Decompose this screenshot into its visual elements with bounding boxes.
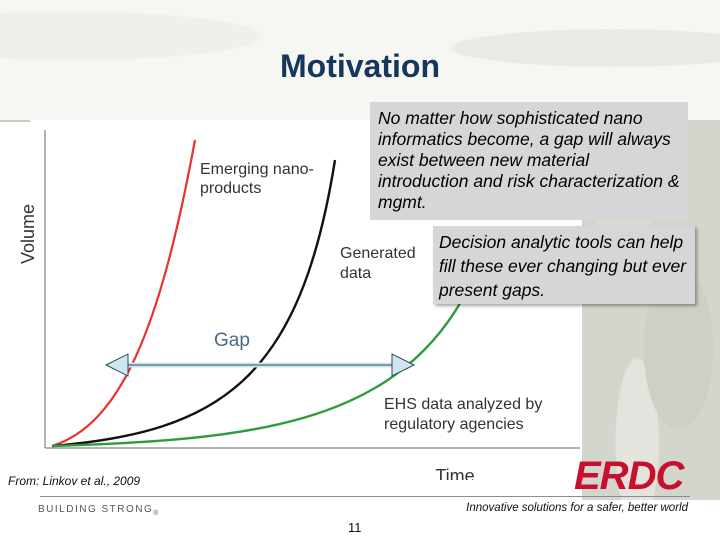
callout-gap-statement: No matter how sophisticated nano informa… bbox=[370, 102, 688, 220]
emerging-label-line-2: products bbox=[200, 180, 261, 197]
background-camo-top bbox=[0, 0, 720, 120]
callout-decision-tools: Decision analytic tools can help fill th… bbox=[433, 226, 695, 304]
footer-tagline: BUILDING STRONG® bbox=[38, 504, 158, 517]
gap-arrow bbox=[104, 353, 416, 377]
generated-label-line-2: data bbox=[340, 265, 371, 282]
gap-label: Gap bbox=[214, 330, 250, 351]
footer-motto: Innovative solutions for a safer, better… bbox=[466, 502, 688, 514]
ehs-label-line-2: regulatory agencies bbox=[384, 416, 524, 433]
generated-data-curve bbox=[51, 159, 337, 448]
logo-text: ERDC bbox=[574, 454, 684, 498]
generated-label-line-1: Generated bbox=[340, 245, 416, 262]
page-number: 11 bbox=[348, 520, 362, 535]
y-axis-label: Volume bbox=[18, 204, 38, 264]
registered-mark: ® bbox=[153, 510, 159, 517]
footer-tagline-text: BUILDING STRONG bbox=[38, 504, 154, 515]
footer-divider bbox=[40, 496, 690, 497]
slide-title: Motivation bbox=[280, 48, 440, 84]
ehs-data-curve bbox=[51, 299, 464, 448]
emerging-products-curve bbox=[51, 139, 197, 448]
source-citation: From: Linkov et al., 2009 bbox=[8, 474, 141, 488]
emerging-label-line-1: Emerging nano- bbox=[200, 161, 314, 178]
erdc-logo: ERDC bbox=[574, 454, 684, 498]
concept-figure-svg: Volume Time Emerging nano- products Gene… bbox=[18, 130, 580, 486]
x-axis-label: Time bbox=[435, 466, 474, 480]
ehs-label-line-1: EHS data analyzed by bbox=[384, 396, 542, 413]
